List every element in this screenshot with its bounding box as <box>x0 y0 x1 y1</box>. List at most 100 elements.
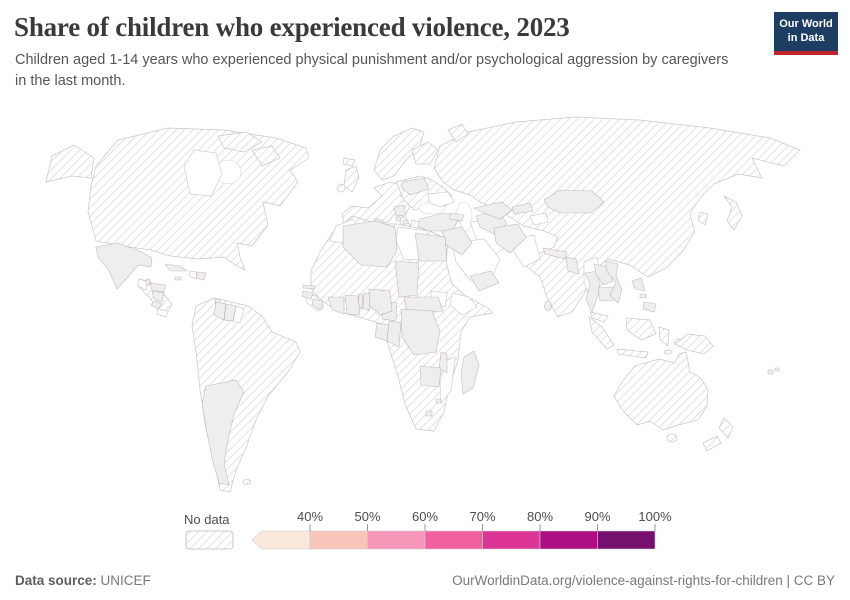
country-ukraine-nodata[interactable] <box>427 191 455 208</box>
country-jamaica[interactable] <box>174 276 182 281</box>
country-uzbekistan[interactable] <box>473 201 513 220</box>
region-nz-north[interactable] <box>718 417 734 439</box>
legend-segment-90-100%[interactable] <box>597 530 656 550</box>
country-mongolia[interactable] <box>543 189 605 214</box>
country-algeria[interactable] <box>342 220 398 268</box>
legend-no-data-label: No data <box>184 512 230 527</box>
country-philippines-visayas[interactable] <box>639 293 647 299</box>
country-guinea-bissau[interactable] <box>301 290 314 300</box>
region-alaska[interactable] <box>45 144 95 183</box>
legend-no-data-swatch[interactable] <box>185 530 234 550</box>
region-falklands[interactable] <box>242 479 252 485</box>
country-bangladesh[interactable] <box>565 256 580 275</box>
region-borneo[interactable] <box>625 317 657 341</box>
legend-segment-60-70%[interactable] <box>424 530 483 550</box>
legend-tick-label: 100% <box>638 509 672 524</box>
country-dr-congo[interactable] <box>400 308 441 356</box>
data-source-value: UNICEF <box>100 573 151 588</box>
country-mexico[interactable] <box>95 242 153 290</box>
country-egypt[interactable] <box>414 232 448 262</box>
country-yemen[interactable] <box>469 270 500 292</box>
region-russia-asia[interactable] <box>433 116 801 318</box>
country-cuba[interactable] <box>164 263 188 272</box>
country-car[interactable] <box>403 296 444 314</box>
region-korea[interactable] <box>697 211 709 226</box>
country-gambia[interactable] <box>302 284 316 290</box>
country-zimbabwe[interactable] <box>419 365 442 388</box>
country-congo[interactable] <box>386 320 402 348</box>
country-guatemala-nodata[interactable] <box>137 278 149 291</box>
country-panama-nodata[interactable] <box>156 308 169 318</box>
region-timor[interactable] <box>663 349 673 355</box>
country-belize[interactable] <box>145 278 151 286</box>
country-ethiopia-nodata[interactable] <box>449 292 478 316</box>
legend-segment-50-60%[interactable] <box>367 530 426 550</box>
region-uk[interactable] <box>343 165 360 193</box>
region-finland[interactable] <box>411 141 439 165</box>
country-georgia[interactable] <box>449 212 465 222</box>
region-sulawesi[interactable] <box>658 326 670 347</box>
region-arctic-islands[interactable] <box>217 131 263 153</box>
region-java[interactable] <box>616 348 649 359</box>
legend-segment-<40%[interactable] <box>251 530 311 550</box>
country-gabon[interactable] <box>374 322 390 342</box>
legend-segment-40-50%[interactable] <box>309 530 368 550</box>
legend-segment-80-90%[interactable] <box>539 530 598 550</box>
country-belarus[interactable] <box>401 177 430 196</box>
region-malaysia[interactable] <box>589 311 609 323</box>
region-iceland[interactable] <box>342 157 356 167</box>
country-tajikistan-nodata[interactable] <box>529 212 549 226</box>
region-ireland[interactable] <box>336 183 346 193</box>
country-benin[interactable] <box>362 292 371 312</box>
legend-segment-70-80%[interactable] <box>482 530 541 550</box>
attribution-url[interactable]: OurWorldinData.org/violence-against-righ… <box>452 573 783 588</box>
map-legend: No data 40% 50% 60% 70% 80% 90% 100% <box>184 509 672 550</box>
region-sumatra[interactable] <box>588 316 615 350</box>
region-novaya-zemlya[interactable] <box>447 123 469 143</box>
country-costa-rica[interactable] <box>150 300 163 310</box>
region-scandinavia[interactable] <box>373 127 425 181</box>
country-vietnam[interactable] <box>605 260 623 304</box>
country-kyrgyzstan[interactable] <box>511 202 534 215</box>
region-baffin[interactable] <box>251 145 281 167</box>
owid-logo[interactable]: Our World in Data <box>774 12 838 55</box>
country-fiji[interactable] <box>767 367 780 375</box>
data-source-label: Data source: <box>15 573 97 588</box>
country-honduras[interactable] <box>149 282 167 293</box>
country-dominican-republic[interactable] <box>195 271 207 281</box>
country-sierra-leone[interactable] <box>311 298 324 311</box>
country-philippines-mindanao[interactable] <box>642 301 657 313</box>
country-nepal[interactable] <box>542 247 568 260</box>
country-montenegro[interactable] <box>395 216 402 222</box>
country-malawi[interactable] <box>438 351 448 374</box>
country-philippines-luzon[interactable] <box>631 277 646 292</box>
attribution-separator: | <box>782 573 794 588</box>
country-serbia[interactable] <box>393 204 407 217</box>
country-cote-divoire[interactable] <box>327 296 345 315</box>
country-chad[interactable] <box>394 260 420 298</box>
country-suriname[interactable] <box>223 303 237 322</box>
country-ghana[interactable] <box>344 294 361 316</box>
region-nz-south[interactable] <box>702 435 722 452</box>
country-argentina[interactable] <box>201 379 245 486</box>
legend-tick-label: 40% <box>297 509 323 524</box>
chart-footer: Data source: UNICEF OurWorldinData.org/v… <box>15 573 835 588</box>
region-new-guinea[interactable] <box>674 333 714 355</box>
region-tasmania[interactable] <box>666 433 678 443</box>
country-lesotho[interactable] <box>425 410 433 417</box>
legend-tick-label: 90% <box>584 509 610 524</box>
country-afghanistan[interactable] <box>493 223 527 254</box>
region-greenland[interactable] <box>183 149 223 197</box>
country-nicaragua[interactable] <box>151 290 165 303</box>
region-australia[interactable] <box>613 351 709 431</box>
country-north-macedonia[interactable] <box>402 219 409 225</box>
data-source: Data source: UNICEF <box>15 573 151 588</box>
country-sri-lanka[interactable] <box>544 300 552 312</box>
page-title: Share of children who experienced violen… <box>14 12 570 42</box>
country-madagascar[interactable] <box>460 350 480 395</box>
country-eswatini[interactable] <box>435 398 442 404</box>
country-haiti-nodata[interactable] <box>188 270 198 280</box>
region-japan[interactable] <box>723 195 743 231</box>
owid-logo-line1: Our World <box>779 18 833 30</box>
